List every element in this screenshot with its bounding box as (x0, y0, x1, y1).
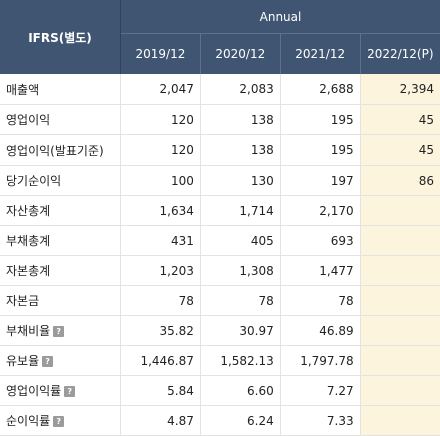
value-cell: 4.87 (121, 406, 201, 436)
value-cell (360, 226, 440, 256)
value-cell: 1,797.78 (280, 346, 360, 376)
value-cell: 100 (121, 166, 201, 196)
value-cell (360, 256, 440, 286)
year-header: 2020/12 (200, 34, 280, 75)
row-label: 매출액 (6, 83, 39, 97)
row-label: 영업이익률 (6, 384, 61, 398)
row-label-cell: 부채총계 (0, 226, 121, 256)
value-cell (360, 196, 440, 226)
value-cell: 5.84 (121, 376, 201, 406)
year-header: 2019/12 (121, 34, 201, 75)
value-cell: 130 (200, 166, 280, 196)
value-cell: 1,308 (200, 256, 280, 286)
value-cell (360, 406, 440, 436)
value-cell: 45 (360, 105, 440, 135)
annual-group-header: Annual (121, 0, 440, 34)
value-cell (360, 286, 440, 316)
row-label: 자본총계 (6, 264, 50, 278)
row-label-cell: 유보율? (0, 346, 121, 376)
value-cell: 1,477 (280, 256, 360, 286)
value-cell (360, 316, 440, 346)
value-cell: 45 (360, 135, 440, 166)
value-cell: 7.33 (280, 406, 360, 436)
row-label: 영업이익(발표기준) (6, 144, 104, 158)
row-label: 자산총계 (6, 204, 50, 218)
row-label-cell: 매출액 (0, 74, 121, 105)
row-label: 순이익률 (6, 414, 50, 428)
help-icon[interactable]: ? (53, 416, 64, 427)
row-label: 자본금 (6, 294, 39, 308)
value-cell: 2,170 (280, 196, 360, 226)
value-cell: 138 (200, 105, 280, 135)
row-label-cell: 자본금 (0, 286, 121, 316)
value-cell: 78 (200, 286, 280, 316)
row-label-cell: 영업이익률? (0, 376, 121, 406)
value-cell: 7.27 (280, 376, 360, 406)
row-header: IFRS(별도) (0, 0, 121, 74)
row-label: 부채비율 (6, 324, 50, 338)
row-label: 영업이익 (6, 113, 50, 127)
value-cell: 2,688 (280, 74, 360, 105)
value-cell: 120 (121, 105, 201, 135)
value-cell: 35.82 (121, 316, 201, 346)
year-header: 2022/12(P) (360, 34, 440, 75)
value-cell: 6.24 (200, 406, 280, 436)
value-cell (360, 346, 440, 376)
value-cell: 1,582.13 (200, 346, 280, 376)
help-icon[interactable]: ? (64, 386, 75, 397)
row-label-cell: 영업이익(발표기준) (0, 135, 121, 166)
row-label: 부채총계 (6, 234, 50, 248)
value-cell: 1,446.87 (121, 346, 201, 376)
value-cell: 86 (360, 166, 440, 196)
value-cell: 2,083 (200, 74, 280, 105)
row-label-cell: 부채비율? (0, 316, 121, 346)
value-cell: 195 (280, 105, 360, 135)
value-cell: 1,203 (121, 256, 201, 286)
value-cell: 138 (200, 135, 280, 166)
row-label-cell: 영업이익 (0, 105, 121, 135)
row-label: 당기순이익 (6, 174, 61, 188)
value-cell: 1,634 (121, 196, 201, 226)
value-cell: 6.60 (200, 376, 280, 406)
value-cell: 30.97 (200, 316, 280, 346)
value-cell (360, 376, 440, 406)
year-header: 2021/12 (280, 34, 360, 75)
value-cell: 405 (200, 226, 280, 256)
value-cell: 2,047 (121, 74, 201, 105)
value-cell: 195 (280, 135, 360, 166)
value-cell: 2,394 (360, 74, 440, 105)
help-icon[interactable]: ? (42, 356, 53, 367)
row-label-cell: 순이익률? (0, 406, 121, 436)
value-cell: 431 (121, 226, 201, 256)
value-cell: 197 (280, 166, 360, 196)
row-label-cell: 자본총계 (0, 256, 121, 286)
value-cell: 46.89 (280, 316, 360, 346)
help-icon[interactable]: ? (53, 326, 64, 337)
row-label-cell: 자산총계 (0, 196, 121, 226)
value-cell: 1,714 (200, 196, 280, 226)
value-cell: 78 (280, 286, 360, 316)
value-cell: 120 (121, 135, 201, 166)
value-cell: 78 (121, 286, 201, 316)
row-label: 유보율 (6, 354, 39, 368)
row-label-cell: 당기순이익 (0, 166, 121, 196)
value-cell: 693 (280, 226, 360, 256)
